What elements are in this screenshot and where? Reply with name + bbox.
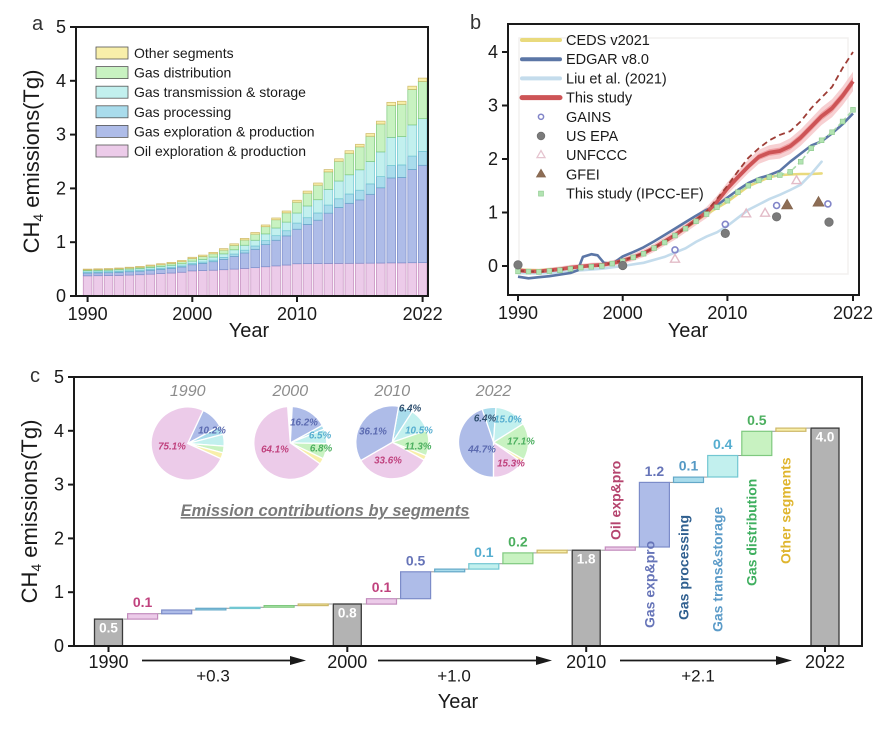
svg-text:0.1: 0.1 [372,579,392,595]
svg-text:2: 2 [56,178,66,198]
svg-text:0.5: 0.5 [747,412,767,428]
svg-text:Emission contributions by segm: Emission contributions by segments [181,502,470,520]
svg-text:2010: 2010 [707,303,747,323]
svg-text:CH4 emissions(Tg): CH4 emissions(Tg) [19,70,46,254]
svg-text:36.1%: 36.1% [359,427,387,438]
svg-text:5: 5 [54,367,64,387]
svg-text:CH4 emissions(Tg): CH4 emissions(Tg) [17,420,44,604]
svg-text:4: 4 [56,71,66,91]
svg-text:GAINS: GAINS [566,110,611,126]
svg-text:2022: 2022 [805,652,845,672]
svg-text:1990: 1990 [498,303,538,323]
svg-text:+0.3: +0.3 [196,667,230,686]
svg-text:6.8%: 6.8% [310,444,333,455]
svg-text:2000: 2000 [272,383,309,400]
svg-text:Other segments: Other segments [134,45,234,61]
svg-text:GFEI: GFEI [566,167,600,183]
svg-text:4: 4 [54,421,64,441]
svg-text:1990: 1990 [170,383,206,400]
svg-text:0.8: 0.8 [338,606,357,621]
svg-text:1990: 1990 [68,304,108,324]
svg-text:+1.0: +1.0 [437,667,471,686]
svg-text:33.6%: 33.6% [374,456,402,467]
svg-text:6.4%: 6.4% [399,404,422,415]
svg-text:+2.1: +2.1 [681,667,715,686]
svg-text:1: 1 [56,232,66,252]
svg-text:Gas processing: Gas processing [134,104,231,120]
svg-text:3: 3 [54,475,64,495]
svg-text:Other segments: Other segments [778,457,794,564]
svg-text:1: 1 [488,203,498,223]
svg-text:0.1: 0.1 [133,594,153,610]
svg-text:10.2%: 10.2% [198,426,226,437]
svg-text:Gas exp&pro: Gas exp&pro [642,541,658,628]
svg-text:Oil exploration & production: Oil exploration & production [134,143,306,159]
svg-text:4.0: 4.0 [816,430,835,445]
svg-text:b: b [470,12,481,34]
svg-text:2000: 2000 [603,303,643,323]
svg-text:64.1%: 64.1% [261,445,289,456]
svg-text:0.1: 0.1 [474,544,494,560]
svg-text:Gas transmission & storage: Gas transmission & storage [134,84,306,100]
svg-text:Gas exploration & production: Gas exploration & production [134,123,315,139]
svg-text:c: c [30,365,40,387]
svg-text:Gas distribution: Gas distribution [134,65,231,81]
svg-text:0.4: 0.4 [713,436,733,452]
svg-text:2010: 2010 [566,652,606,672]
svg-text:0: 0 [56,286,66,306]
svg-text:16.2%: 16.2% [290,418,318,429]
svg-text:4: 4 [488,42,498,62]
svg-text:2022: 2022 [833,303,873,323]
svg-text:3: 3 [488,96,498,116]
svg-text:This study (IPCC-EF): This study (IPCC-EF) [566,187,704,203]
svg-text:CEDS v2021: CEDS v2021 [566,33,650,49]
svg-text:0.2: 0.2 [508,533,528,549]
svg-text:Liu et al. (2021): Liu et al. (2021) [566,71,667,87]
svg-text:UNFCCC: UNFCCC [566,148,627,164]
svg-text:17.1%: 17.1% [507,437,535,448]
svg-text:0: 0 [488,256,498,276]
svg-text:EDGAR v8.0: EDGAR v8.0 [566,52,649,68]
svg-text:Gas trans&storage: Gas trans&storage [710,507,726,632]
svg-text:2022: 2022 [475,383,512,400]
svg-text:Year: Year [668,320,709,342]
svg-text:Year: Year [229,320,270,342]
svg-text:2010: 2010 [277,304,317,324]
svg-text:6.4%: 6.4% [474,414,497,425]
svg-text:Oil exp&pro: Oil exp&pro [608,461,624,540]
svg-text:1990: 1990 [88,652,128,672]
svg-text:2000: 2000 [172,304,212,324]
svg-text:2000: 2000 [327,652,367,672]
svg-text:15.0%: 15.0% [494,415,522,426]
svg-text:11.3%: 11.3% [404,442,431,453]
svg-text:3: 3 [56,125,66,145]
svg-text:10.5%: 10.5% [405,426,433,437]
svg-text:2: 2 [488,149,498,169]
svg-text:1: 1 [54,582,64,602]
svg-text:1.8: 1.8 [577,552,596,567]
svg-text:a: a [32,13,44,35]
svg-text:Gas distribution: Gas distribution [744,479,760,586]
svg-text:This study: This study [566,91,633,107]
svg-text:0.1: 0.1 [679,458,699,474]
svg-text:15.3%: 15.3% [497,459,525,470]
svg-text:1.2: 1.2 [645,463,665,479]
svg-text:Year: Year [438,691,479,713]
svg-text:6.5%: 6.5% [309,431,332,442]
svg-text:0: 0 [54,636,64,656]
svg-text:44.7%: 44.7% [467,445,496,456]
svg-text:US EPA: US EPA [566,129,618,145]
svg-text:2022: 2022 [403,304,443,324]
svg-text:0.5: 0.5 [99,621,118,636]
svg-text:Gas processing: Gas processing [676,515,692,620]
svg-text:0.5: 0.5 [406,552,426,568]
svg-text:5: 5 [56,17,66,37]
svg-text:75.1%: 75.1% [158,442,186,453]
svg-text:2010: 2010 [374,383,411,400]
svg-text:2: 2 [54,528,64,548]
